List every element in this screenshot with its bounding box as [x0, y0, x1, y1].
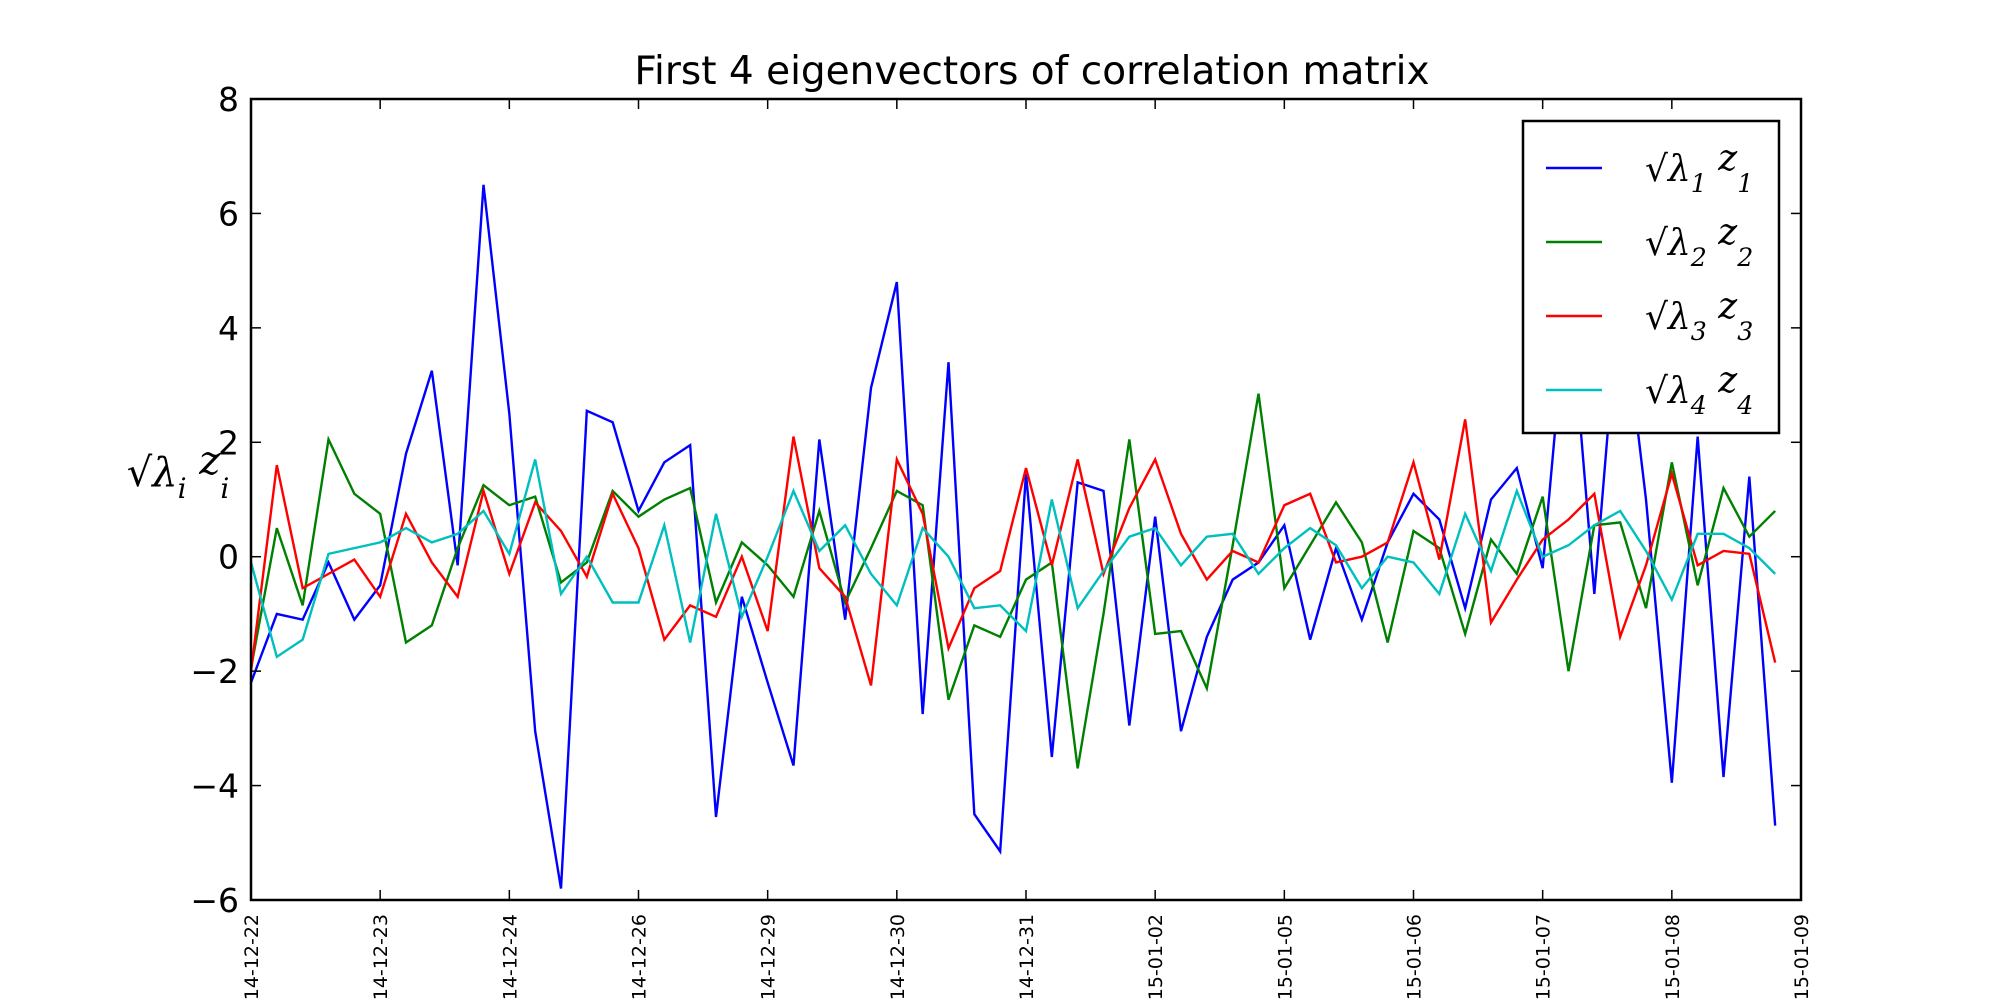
series-line-2 — [251, 393, 1777, 769]
x-tick-label: 2014-12-24 — [499, 914, 521, 1000]
y-tick-label: −4 — [190, 767, 239, 806]
legend-label-3: √λ3 z3 — [1645, 286, 1753, 346]
y-tick-label: 8 — [218, 80, 239, 119]
x-tick-label: 2014-12-22 — [241, 914, 263, 1000]
y-tick-label: −2 — [190, 652, 239, 691]
y-tick-label: −6 — [190, 881, 239, 920]
legend-label-1: √λ1 z1 — [1645, 138, 1753, 198]
legend-label-2: √λ2 z2 — [1645, 212, 1753, 272]
y-tick-label: 0 — [218, 538, 239, 577]
x-tick-label: 2014-12-23 — [370, 914, 392, 1000]
x-tick-label: 2015-01-08 — [1662, 914, 1684, 1000]
chart-title: First 4 eigenvectors of correlation matr… — [634, 49, 1429, 94]
x-tick-label: 2015-01-06 — [1404, 914, 1426, 1000]
y-tick-label: 4 — [218, 309, 239, 348]
x-tick-label: 2015-01-09 — [1791, 914, 1813, 1000]
legend-label-4: √λ4 z4 — [1645, 360, 1753, 420]
series-line-4 — [251, 459, 1777, 659]
legend: √λ1 z1 √λ2 z2 √λ3 z3 √λ4 z4 — [1521, 119, 1781, 435]
x-tick-label: 2015-01-05 — [1274, 914, 1296, 1000]
x-tick-label: 2014-12-26 — [629, 914, 651, 1000]
series-line-1 — [251, 184, 1777, 889]
y-tick-label: 6 — [218, 194, 239, 233]
x-tick-label: 2015-01-02 — [1145, 914, 1167, 1000]
y-axis-label: √λi zi — [127, 438, 230, 505]
x-tick-label: 2014-12-31 — [1016, 914, 1038, 1000]
legend-box — [1521, 119, 1781, 435]
y-tick-label: 2 — [218, 423, 239, 462]
series-line-3 — [251, 419, 1777, 686]
x-tick-label: 2015-01-07 — [1533, 914, 1555, 1000]
series-group — [251, 184, 1777, 889]
x-tick-label: 2014-12-30 — [887, 914, 909, 1000]
plot-area: −6 −4 −2 0 2 4 6 8 2014-12-22 2014-12-23 2014-12-2… — [190, 80, 1813, 1005]
x-tick-label: 2014-12-29 — [758, 914, 780, 1000]
